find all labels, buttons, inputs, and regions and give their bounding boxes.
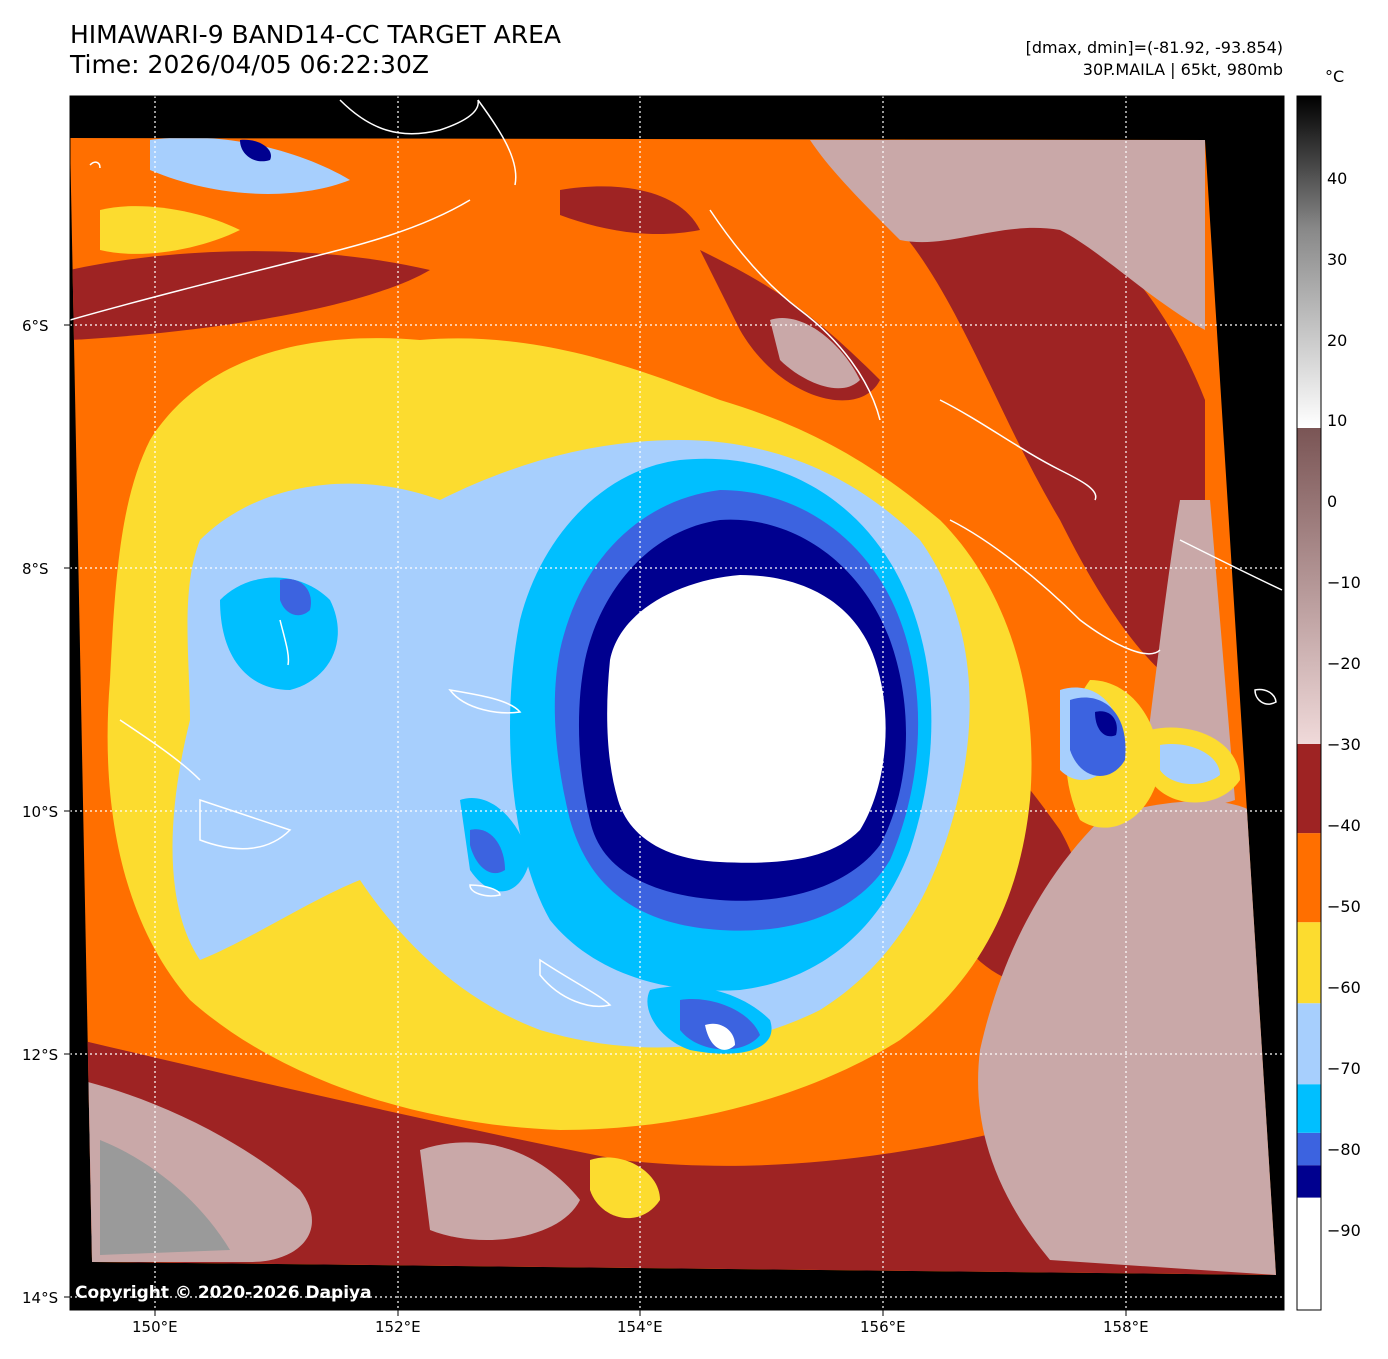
lon-label-154e: 154°E xyxy=(617,1318,663,1336)
colorbar-tick-label: 0 xyxy=(1327,492,1338,511)
lat-label-8s: 8°S xyxy=(22,560,49,578)
colorbar-band xyxy=(1297,1197,1321,1310)
colorbar-band xyxy=(1297,1132,1321,1166)
colorbar-tick-label: −90 xyxy=(1327,1221,1361,1240)
colorbar-band xyxy=(1297,1084,1321,1133)
colorbar-tick-label: −50 xyxy=(1327,897,1361,916)
colorbar-tick-label: −60 xyxy=(1327,978,1361,997)
colorbar-tick-label: 10 xyxy=(1327,411,1348,430)
title-line2: Time: 2026/04/05 06:22:30Z xyxy=(70,50,429,79)
lat-label-10s: 10°S xyxy=(22,803,59,821)
colorbar-band xyxy=(1297,922,1321,1004)
colorbar-tick-label: −70 xyxy=(1327,1059,1361,1078)
lon-label-156e: 156°E xyxy=(860,1318,906,1336)
colorbar-band xyxy=(1297,1003,1321,1085)
gridlines xyxy=(70,96,1284,1310)
colorbar xyxy=(1297,96,1321,1310)
colorbar-tick-label: −30 xyxy=(1327,735,1361,754)
lat-label-12s: 12°S xyxy=(22,1046,59,1064)
colorbar-tick-label: 20 xyxy=(1327,331,1348,350)
map-frame xyxy=(69,95,1285,1311)
colorbar-band xyxy=(1297,1165,1321,1198)
colorbar-band xyxy=(1297,833,1321,923)
colorbar-tick-label: −40 xyxy=(1327,816,1361,835)
dmax-dmin-text: [dmax, dmin]=(-81.92, -93.854) xyxy=(1025,38,1283,57)
colorbar-band xyxy=(1297,744,1321,834)
lon-label-158e: 158°E xyxy=(1103,1318,1149,1336)
colorbar-tick-label: 30 xyxy=(1327,250,1348,269)
lat-label-6s: 6°S xyxy=(22,317,49,335)
lon-label-150e: 150°E xyxy=(132,1318,178,1336)
coastlines xyxy=(70,99,1283,1007)
cloud-field xyxy=(70,138,1276,1275)
colorbar-unit: °C xyxy=(1325,67,1345,86)
lat-label-14s: 14°S xyxy=(22,1289,59,1307)
title-line1: HIMAWARI-9 BAND14-CC TARGET AREA xyxy=(70,20,562,49)
info-block: [dmax, dmin]=(-81.92, -93.854) 30P.MAILA… xyxy=(1026,37,1283,81)
copyright-text: Copyright © 2020-2026 Dapiya xyxy=(75,1283,372,1303)
title-block: HIMAWARI-9 BAND14-CC TARGET AREA Time: 2… xyxy=(70,20,561,80)
lon-label-152e: 152°E xyxy=(375,1318,421,1336)
storm-eye xyxy=(607,575,886,863)
colorbar-tick-label: −80 xyxy=(1327,1140,1361,1159)
colorbar-tick-label: 40 xyxy=(1327,169,1348,188)
colorbar-frame xyxy=(1296,95,1322,1311)
colorbar-tick-label: −10 xyxy=(1327,573,1361,592)
storm-info-text: 30P.MAILA | 65kt, 980mb xyxy=(1082,60,1283,79)
colorbar-tick-label: −20 xyxy=(1327,654,1361,673)
